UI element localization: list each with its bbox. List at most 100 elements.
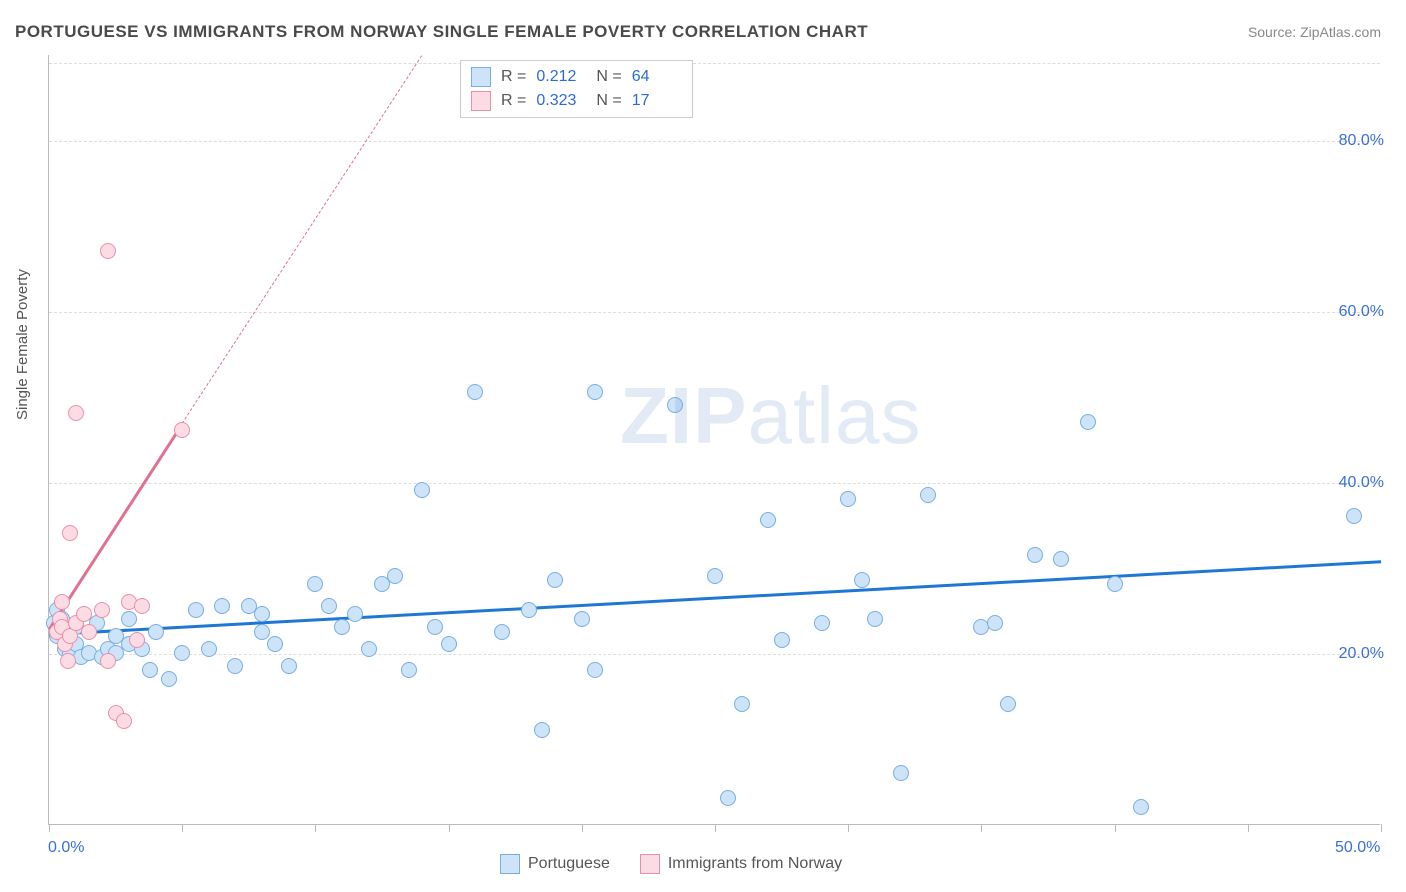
data-point <box>387 568 403 584</box>
data-point <box>254 624 270 640</box>
data-point <box>121 611 137 627</box>
data-point <box>201 641 217 657</box>
data-point <box>94 602 110 618</box>
trend-line <box>182 55 423 423</box>
data-point <box>142 662 158 678</box>
x-tick <box>582 824 583 832</box>
data-point <box>76 606 92 622</box>
n-label: N = <box>596 92 621 110</box>
data-point <box>720 790 736 806</box>
data-point <box>81 624 97 640</box>
y-tick-label: 20.0% <box>1339 645 1384 663</box>
n-value: 17 <box>632 92 682 110</box>
r-value: 0.323 <box>536 92 586 110</box>
data-point <box>1346 508 1362 524</box>
data-point <box>334 619 350 635</box>
data-point <box>68 405 84 421</box>
x-tick <box>315 824 316 832</box>
gridline <box>49 141 1380 142</box>
data-point <box>100 653 116 669</box>
data-point <box>574 611 590 627</box>
x-tick <box>715 824 716 832</box>
series-legend: Portuguese Immigrants from Norway <box>500 854 842 874</box>
legend-swatch <box>640 854 660 874</box>
data-point <box>1107 576 1123 592</box>
data-point <box>1000 696 1016 712</box>
data-point <box>361 641 377 657</box>
data-point <box>174 645 190 661</box>
data-point <box>840 491 856 507</box>
gridline <box>49 312 1380 313</box>
chart-title: PORTUGUESE VS IMMIGRANTS FROM NORWAY SIN… <box>15 22 868 42</box>
data-point <box>854 572 870 588</box>
n-label: N = <box>596 68 621 86</box>
data-point <box>547 572 563 588</box>
legend-row: R = 0.212 N = 64 <box>471 65 682 89</box>
data-point <box>987 615 1003 631</box>
gridline <box>49 483 1380 484</box>
gridline <box>49 654 1380 655</box>
data-point <box>587 662 603 678</box>
legend-row: R =0.323N =17 <box>471 89 682 113</box>
x-tick <box>1115 824 1116 832</box>
data-point <box>734 696 750 712</box>
data-point <box>188 602 204 618</box>
gridline <box>49 63 1380 64</box>
y-tick-label: 40.0% <box>1339 474 1384 492</box>
data-point <box>814 615 830 631</box>
r-label: R = <box>501 68 526 86</box>
data-point <box>920 487 936 503</box>
legend-swatch <box>471 91 491 111</box>
data-point <box>760 512 776 528</box>
data-point <box>134 598 150 614</box>
data-point <box>867 611 883 627</box>
x-tick <box>848 824 849 832</box>
data-point <box>467 384 483 400</box>
x-tick-label: 0.0% <box>48 839 84 857</box>
data-point <box>54 594 70 610</box>
legend-swatch <box>500 854 520 874</box>
data-point <box>1053 551 1069 567</box>
data-point <box>267 636 283 652</box>
data-point <box>321 598 337 614</box>
data-point <box>427 619 443 635</box>
data-point <box>62 525 78 541</box>
legend-label: Portuguese <box>528 855 610 873</box>
data-point <box>441 636 457 652</box>
x-tick <box>449 824 450 832</box>
data-point <box>148 624 164 640</box>
data-point <box>129 632 145 648</box>
x-tick <box>1381 824 1382 832</box>
data-point <box>100 243 116 259</box>
data-point <box>60 653 76 669</box>
data-point <box>707 568 723 584</box>
x-tick-label: 50.0% <box>1335 839 1380 857</box>
data-point <box>161 671 177 687</box>
data-point <box>347 606 363 622</box>
data-point <box>521 602 537 618</box>
n-value: 64 <box>632 68 682 86</box>
legend-item: Immigrants from Norway <box>640 854 842 874</box>
scatter-chart <box>48 55 1380 825</box>
legend-swatch <box>471 67 491 87</box>
r-value: 0.212 <box>536 68 586 86</box>
data-point <box>414 482 430 498</box>
data-point <box>174 422 190 438</box>
y-tick-label: 80.0% <box>1339 132 1384 150</box>
data-point <box>214 598 230 614</box>
x-tick <box>182 824 183 832</box>
y-tick-label: 60.0% <box>1339 303 1384 321</box>
data-point <box>401 662 417 678</box>
data-point <box>1133 799 1149 815</box>
data-point <box>1027 547 1043 563</box>
data-point <box>307 576 323 592</box>
x-tick <box>981 824 982 832</box>
data-point <box>494 624 510 640</box>
data-point <box>534 722 550 738</box>
data-point <box>227 658 243 674</box>
legend-label: Immigrants from Norway <box>668 855 842 873</box>
x-tick <box>1248 824 1249 832</box>
correlation-legend: R = 0.212 N = 64R = 0.323 N = 17 <box>460 60 693 118</box>
data-point <box>587 384 603 400</box>
data-point <box>667 397 683 413</box>
